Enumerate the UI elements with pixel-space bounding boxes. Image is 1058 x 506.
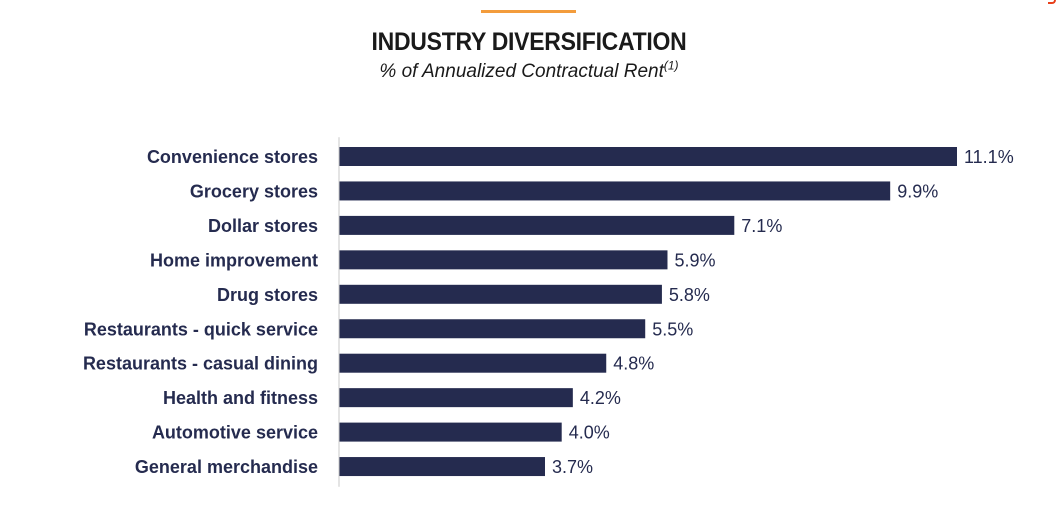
bar-home-improvement xyxy=(339,250,668,270)
bar-general-merchandise xyxy=(339,457,545,477)
bar-grocery-stores xyxy=(339,181,891,201)
value-label-health-and-fitness: 4.2% xyxy=(580,388,621,408)
category-label-convenience-stores: Convenience stores xyxy=(147,147,318,167)
value-label-general-merchandise: 3.7% xyxy=(552,457,593,477)
category-label-restaurants-casual-dining: Restaurants - casual dining xyxy=(83,354,318,374)
value-label-convenience-stores: 11.1% xyxy=(964,147,1014,167)
value-label-automotive-service: 4.0% xyxy=(569,423,610,443)
corner-mark xyxy=(1048,0,1056,4)
category-label-grocery-stores: Grocery stores xyxy=(190,181,318,201)
chart-subtitle-footnote: (1) xyxy=(663,58,679,73)
category-label-home-improvement: Home improvement xyxy=(150,250,318,270)
value-label-restaurants-quick-service: 5.5% xyxy=(652,319,693,339)
category-label-health-and-fitness: Health and fitness xyxy=(163,388,318,408)
bar-automotive-service xyxy=(339,422,562,442)
category-label-general-merchandise: General merchandise xyxy=(135,457,318,477)
category-label-restaurants-quick-service: Restaurants - quick service xyxy=(84,319,318,339)
chart-subtitle-text: % of Annualized Contractual Rent xyxy=(379,61,664,82)
value-labels-group: 11.1% 9.9% 7.1% 5.9% 5.8% 5.5% 4.8% 4.2% 4.0% 3.7… xyxy=(552,147,1014,477)
category-labels-group: Convenience stores Grocery stores Dollar s… xyxy=(83,147,318,477)
accent-line xyxy=(481,10,576,13)
category-label-drug-stores: Drug stores xyxy=(217,285,318,305)
bar-dollar-stores xyxy=(339,215,735,235)
value-label-drug-stores: 5.8% xyxy=(669,285,710,305)
value-label-home-improvement: 5.9% xyxy=(674,250,715,270)
bars-group xyxy=(339,147,957,477)
bar-restaurants-casual-dining xyxy=(339,353,607,373)
bar-convenience-stores xyxy=(339,147,957,166)
category-label-dollar-stores: Dollar stores xyxy=(208,216,318,236)
bar-drug-stores xyxy=(339,284,662,304)
chart-subtitle: % of Annualized Contractual Rent(1) xyxy=(0,58,1058,83)
value-label-dollar-stores: 7.1% xyxy=(741,216,782,236)
chart-title: INDUSTRY DIVERSIFICATION xyxy=(371,28,687,56)
bar-restaurants-quick-service xyxy=(339,319,646,339)
value-label-grocery-stores: 9.9% xyxy=(897,181,938,201)
category-label-automotive-service: Automotive service xyxy=(152,423,318,443)
value-label-restaurants-casual-dining: 4.8% xyxy=(613,354,654,374)
bar-health-and-fitness xyxy=(339,388,573,408)
